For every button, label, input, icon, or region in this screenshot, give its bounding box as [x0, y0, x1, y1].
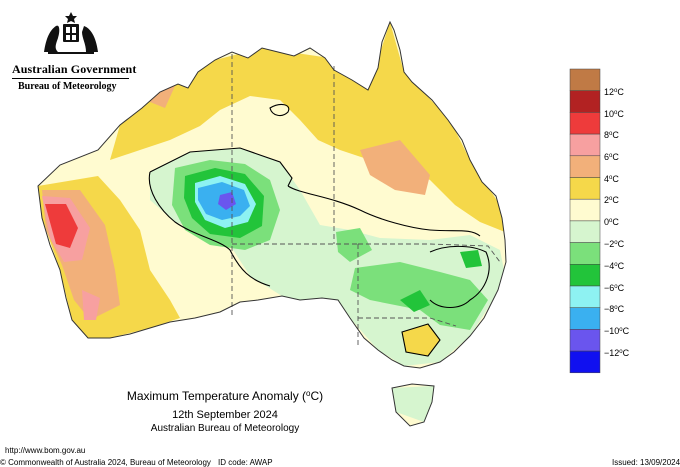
website-link[interactable]: http://www.bom.gov.au	[5, 446, 86, 455]
legend-swatch	[569, 220, 601, 243]
legend-swatch	[569, 112, 601, 135]
map-title: Maximum Temperature Anomaly (oC)	[126, 389, 324, 403]
legend-label-minus8: −8oC	[604, 304, 625, 314]
legend-swatch	[569, 329, 601, 352]
legend-swatch	[569, 307, 601, 330]
map-organisation: Australian Bureau of Meteorology	[150, 423, 300, 434]
legend-label-minus12: −12oC	[604, 348, 630, 358]
legend-swatch	[569, 177, 601, 200]
legend-swatch	[569, 68, 601, 91]
legend-swatch	[569, 155, 601, 178]
legend-colorbar	[569, 68, 601, 374]
legend-swatch	[569, 198, 601, 222]
state-borders	[231, 54, 501, 348]
legend-label-8: 8oC	[604, 130, 619, 140]
copyright-text: © Commonwealth of Australia 2024, Bureau…	[0, 458, 211, 467]
map-title-block: Maximum Temperature Anomaly (oC) 12th Se…	[110, 387, 340, 435]
id-code: ID code: AWAP	[218, 458, 273, 467]
coat-of-arms-icon	[44, 12, 98, 54]
header-divider	[12, 78, 129, 79]
footer-bar: © Commonwealth of Australia 2024, Bureau…	[0, 458, 680, 467]
legend-label-2: 2oC	[604, 195, 619, 205]
issued-date: Issued: 13/09/2024	[612, 458, 680, 467]
map-date: 12th September 2024	[172, 409, 278, 421]
coastline	[37, 20, 507, 427]
legend-label-0: 0oC	[604, 217, 619, 227]
legend-swatch	[569, 264, 601, 287]
legend-swatch	[569, 90, 601, 113]
legend-label-minus4: −4oC	[604, 261, 625, 271]
legend-swatch	[569, 242, 601, 265]
legend-swatch	[569, 133, 601, 157]
legend-swatch	[569, 350, 601, 374]
legend-label-minus2: −2oC	[604, 239, 625, 249]
legend-label-10: 10oC	[604, 109, 624, 119]
legend-label-minus10: −10oC	[604, 326, 630, 336]
legend-label-12: 12oC	[604, 87, 624, 97]
legend-label-minus6: −6oC	[604, 283, 625, 293]
legend-label-4: 4oC	[604, 174, 619, 184]
agency-name: Bureau of Meteorology	[18, 81, 117, 92]
government-name: Australian Government	[12, 62, 137, 76]
contour-lines	[148, 103, 490, 357]
legend-swatch	[569, 285, 601, 308]
legend-label-6: 6oC	[604, 152, 619, 162]
